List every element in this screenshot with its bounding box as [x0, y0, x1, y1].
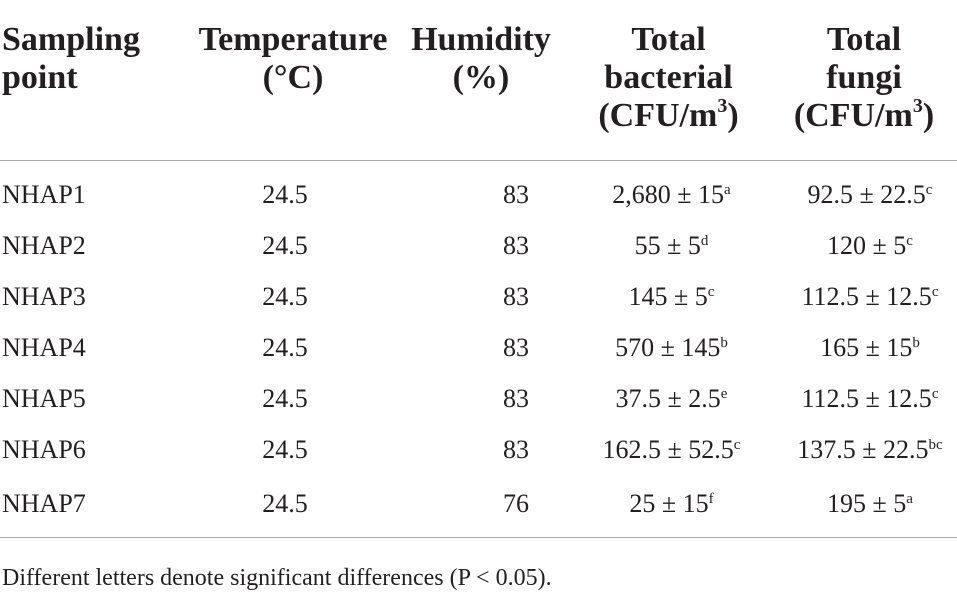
table-body: NHAP1 24.5 83 2,680 ± 15a 92.5 ± 22.5c N…: [0, 161, 957, 538]
header-line: Humidity: [411, 21, 551, 58]
value: 25 ± 15: [629, 489, 709, 518]
unit-text: (CFU/m: [598, 97, 718, 134]
header-sampling-point: Sampling point: [0, 0, 190, 161]
header-unit-line: (CFU/m3): [771, 95, 957, 135]
significance-letter: c: [906, 232, 913, 249]
table-row: NHAP6 24.5 83 162.5 ± 52.5c 137.5 ± 22.5…: [0, 424, 957, 475]
value: 162.5 ± 52.5: [602, 434, 734, 464]
cell-temperature: 24.5: [262, 179, 308, 209]
cell-total-fungi: 112.5 ± 12.5c: [771, 373, 957, 424]
header-total-fungi: Total fungi (CFU/m3): [771, 0, 957, 161]
table-row: NHAP1 24.5 83 2,680 ± 15a 92.5 ± 22.5c: [0, 161, 957, 221]
cell-total-fungi: 112.5 ± 12.5c: [771, 271, 957, 322]
data-table-container: Sampling point Temperature (°C) Humidity…: [0, 0, 957, 538]
significance-letter: c: [733, 436, 741, 453]
significance-letter: b: [720, 334, 728, 351]
table-header: Sampling point Temperature (°C) Humidity…: [0, 0, 957, 161]
header-line: bacterial: [604, 59, 733, 96]
header-line: Total: [631, 21, 706, 58]
cell-total-bacterial: 37.5 ± 2.5e: [566, 373, 771, 424]
data-table: Sampling point Temperature (°C) Humidity…: [0, 0, 957, 538]
cell-humidity: 83: [503, 383, 529, 413]
cell-sampling-point: NHAP6: [2, 434, 86, 464]
cell-total-fungi: 92.5 ± 22.5c: [771, 161, 957, 221]
cell-temperature: 24.5: [262, 434, 308, 464]
cell-temperature: 24.5: [262, 230, 308, 260]
significance-letter: f: [708, 491, 714, 507]
cell-temperature: 24.5: [262, 332, 308, 362]
significance-letter: a: [906, 491, 913, 507]
value: 120 ± 5: [827, 230, 907, 260]
significance-letter: e: [720, 385, 728, 402]
table-row: NHAP5 24.5 83 37.5 ± 2.5e 112.5 ± 12.5c: [0, 373, 957, 424]
header-humidity: Humidity (%): [396, 0, 566, 161]
cell-total-fungi: 195 ± 5a: [771, 475, 957, 538]
table-footnote: Different letters denote significant dif…: [2, 565, 552, 591]
significance-letter: d: [700, 232, 709, 249]
unit-text: (CFU/m: [793, 97, 913, 134]
header-unit-line: (CFU/m3): [566, 95, 771, 135]
table-row: NHAP4 24.5 83 570 ± 145b 165 ± 15b: [0, 322, 957, 373]
significance-letter: c: [925, 181, 933, 198]
unit-superscript: 3: [912, 95, 923, 117]
cell-humidity: 83: [503, 434, 529, 464]
cell-total-fungi: 120 ± 5c: [771, 220, 957, 271]
value: 112.5 ± 12.5: [801, 383, 932, 413]
cell-total-fungi: 137.5 ± 22.5bc: [771, 424, 957, 475]
cell-sampling-point: NHAP5: [2, 383, 86, 413]
header-line: (°C): [262, 59, 324, 96]
value: 112.5 ± 12.5: [801, 281, 932, 311]
cell-temperature: 24.5: [262, 383, 308, 413]
value: 165 ± 15: [820, 332, 913, 362]
cell-temperature: 24.5: [262, 281, 308, 311]
cell-total-bacterial: 570 ± 145b: [566, 322, 771, 373]
table-row: NHAP7 24.5 76 25 ± 15f 195 ± 5a: [0, 475, 957, 538]
header-total-bacterial: Total bacterial (CFU/m3): [566, 0, 771, 161]
significance-letter: c: [931, 385, 939, 402]
value: 570 ± 145: [615, 332, 721, 362]
header-line: Temperature: [198, 21, 388, 58]
cell-humidity: 83: [503, 332, 529, 362]
unit-superscript: 3: [717, 95, 728, 117]
cell-sampling-point: NHAP1: [2, 179, 86, 209]
cell-total-bacterial: 2,680 ± 15a: [566, 161, 771, 221]
cell-total-bacterial: 145 ± 5c: [566, 271, 771, 322]
cell-total-bacterial: 55 ± 5d: [566, 220, 771, 271]
value: 55 ± 5: [634, 230, 701, 260]
cell-total-fungi: 165 ± 15b: [771, 322, 957, 373]
cell-temperature: 24.5: [190, 475, 396, 538]
header-line: fungi: [826, 59, 902, 96]
cell-total-bacterial: 162.5 ± 52.5c: [566, 424, 771, 475]
cell-sampling-point: NHAP7: [0, 475, 190, 538]
table-row: NHAP2 24.5 83 55 ± 5d 120 ± 5c: [0, 220, 957, 271]
value: 37.5 ± 2.5: [615, 383, 721, 413]
value: 145 ± 5: [628, 281, 708, 311]
unit-close: ): [727, 97, 739, 134]
significance-letter: c: [931, 283, 939, 300]
value: 2,680 ± 15: [612, 179, 725, 209]
value: 137.5 ± 22.5: [797, 434, 929, 464]
table-row: NHAP3 24.5 83 145 ± 5c 112.5 ± 12.5c: [0, 271, 957, 322]
significance-letter: c: [707, 283, 715, 300]
cell-sampling-point: NHAP2: [2, 230, 86, 260]
cell-humidity: 83: [503, 179, 529, 209]
header-row: Sampling point Temperature (°C) Humidity…: [0, 0, 957, 161]
value: 92.5 ± 22.5: [807, 179, 926, 209]
significance-letter: bc: [928, 436, 943, 453]
cell-humidity: 76: [396, 475, 566, 538]
value: 195 ± 5: [827, 489, 907, 518]
header-line: (%): [452, 59, 510, 96]
header-line: point: [2, 59, 78, 96]
unit-close: ): [922, 97, 935, 134]
cell-sampling-point: NHAP3: [2, 281, 86, 311]
header-line: Total: [826, 21, 902, 58]
header-temperature: Temperature (°C): [190, 0, 396, 161]
cell-total-bacterial: 25 ± 15f: [566, 475, 771, 538]
cell-sampling-point: NHAP4: [2, 332, 86, 362]
significance-letter: b: [912, 334, 920, 351]
significance-letter: a: [724, 181, 731, 198]
cell-humidity: 83: [503, 281, 529, 311]
header-line: Sampling: [2, 21, 140, 58]
cell-humidity: 83: [503, 230, 529, 260]
